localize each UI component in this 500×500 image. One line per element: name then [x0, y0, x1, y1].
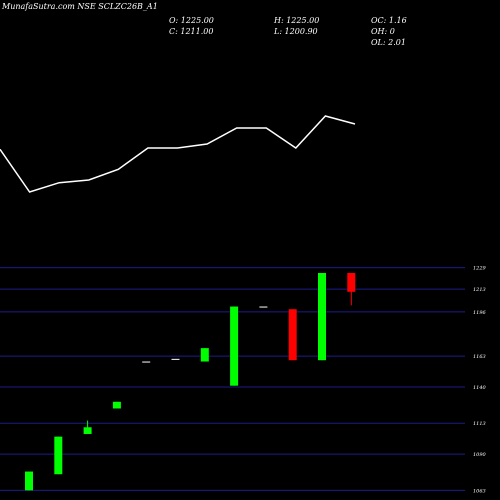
candle-body [200, 348, 209, 362]
open-value: O: 1225.00 [169, 16, 214, 25]
high-value: H: 1225.00 [274, 16, 320, 25]
y-tick-label: 1140 [473, 385, 487, 391]
close-value: C: 1211.00 [169, 27, 214, 36]
chart-title: MunafaSutra.com NSE SCLZC26B_A1 [2, 2, 158, 11]
candle-body [112, 401, 121, 409]
line-chart [0, 115, 356, 193]
price-line-series [0, 115, 356, 193]
y-tick-label: 1163 [473, 354, 486, 360]
candle-body [259, 306, 268, 308]
oc-value: OC: 1.16 [371, 16, 407, 25]
candle-body [230, 306, 239, 386]
y-axis-ticks: 1229 1213 1196 1163 1140 1113 1090 1063 [473, 266, 487, 495]
candle-body [83, 427, 92, 434]
candle-body [142, 361, 151, 363]
y-tick-label: 1229 [473, 266, 487, 272]
y-tick-label: 1196 [473, 310, 487, 316]
oh-value: OH: 0 [371, 27, 395, 36]
y-tick-label: 1113 [473, 421, 486, 427]
candle-body [171, 358, 180, 360]
candlestick-chart [25, 273, 356, 491]
ol-value: OL: 2.01 [371, 38, 406, 47]
candle-body [288, 309, 297, 361]
y-tick-label: 1063 [473, 488, 486, 494]
candle-body [54, 436, 63, 475]
y-tick-label: 1090 [473, 452, 487, 458]
candle-body [318, 273, 326, 361]
y-tick-label: 1213 [473, 287, 486, 293]
candle-body [25, 471, 33, 491]
candle-body [347, 273, 356, 292]
low-value: L: 1200.90 [274, 27, 318, 36]
